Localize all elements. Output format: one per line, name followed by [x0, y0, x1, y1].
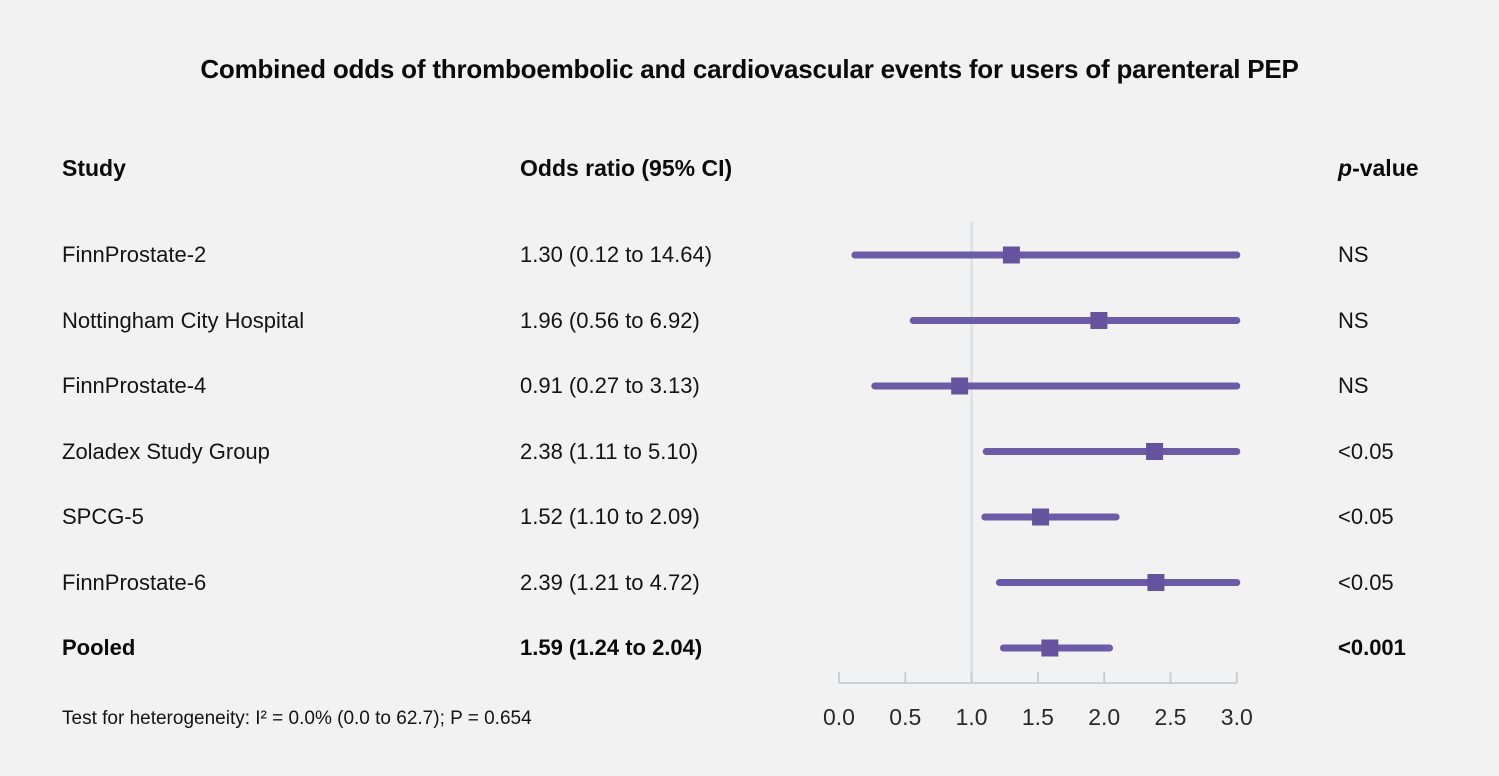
study-label: Zoladex Study Group [62, 438, 270, 464]
odds-ratio-ci-value: 1.52 (1.10 to 2.09) [520, 504, 700, 529]
p-value-header-italic-p: p [1338, 155, 1353, 181]
point-estimate-marker [1032, 508, 1050, 526]
point-estimate-marker [1090, 312, 1108, 329]
odds-ratio-ci-value: 1.30 (0.12 to 14.64) [520, 242, 713, 267]
point-estimate-marker [1002, 246, 1020, 264]
study-label: FinnProstate-2 [62, 242, 207, 267]
chart-title: Combined odds of thromboembolic and card… [200, 54, 1299, 84]
x-axis-tick-label: 0.0 [823, 704, 855, 730]
study-label: SPCG-5 [62, 504, 144, 529]
study-label: Pooled [62, 635, 136, 660]
heterogeneity-footnote: Test for heterogeneity: I² = 0.0% (0.0 t… [62, 708, 532, 729]
odds-ratio-ci-value: 1.96 (0.56 to 6.92) [520, 307, 700, 333]
p-value-header-suffix: -value [1352, 155, 1419, 181]
x-axis-tick-label: 1.5 [1021, 704, 1054, 730]
odds-ratio-ci-value: 0.91 (0.27 to 3.13) [520, 373, 700, 398]
point-estimate-marker [1147, 574, 1165, 591]
study-label: FinnProstate-4 [62, 373, 207, 398]
x-axis-tick-label: 0.5 [889, 704, 922, 730]
p-value: <0.05 [1338, 504, 1394, 529]
p-value: NS [1338, 242, 1369, 267]
study-label: Nottingham City Hospital [62, 307, 305, 333]
odds-ratio-ci-value: 1.59 (1.24 to 2.04) [520, 635, 703, 660]
odds-ratio-ci-value: 2.39 (1.21 to 4.72) [520, 569, 700, 595]
point-estimate-marker [951, 377, 969, 395]
study-label: FinnProstate-6 [62, 569, 207, 595]
p-value: NS [1338, 307, 1369, 333]
x-axis-tick-label: 2.0 [1088, 704, 1121, 730]
column-header-study: Study [62, 155, 126, 181]
p-value: <0.05 [1338, 438, 1394, 464]
p-value: NS [1338, 373, 1369, 398]
odds-ratio-ci-value: 2.38 (1.11 to 5.10) [520, 438, 699, 464]
p-value: <0.001 [1338, 635, 1406, 660]
column-header-odds-ratio: Odds ratio (95% CI) [520, 155, 733, 181]
column-header-p-value: p-value [1338, 155, 1419, 182]
x-axis-tick-label: 1.0 [955, 704, 988, 730]
x-axis-tick-label: 3.0 [1220, 704, 1253, 730]
point-estimate-marker [1146, 443, 1164, 460]
p-value: <0.05 [1338, 569, 1394, 595]
x-axis-tick-label: 2.5 [1154, 704, 1187, 730]
point-estimate-marker [1041, 639, 1059, 657]
